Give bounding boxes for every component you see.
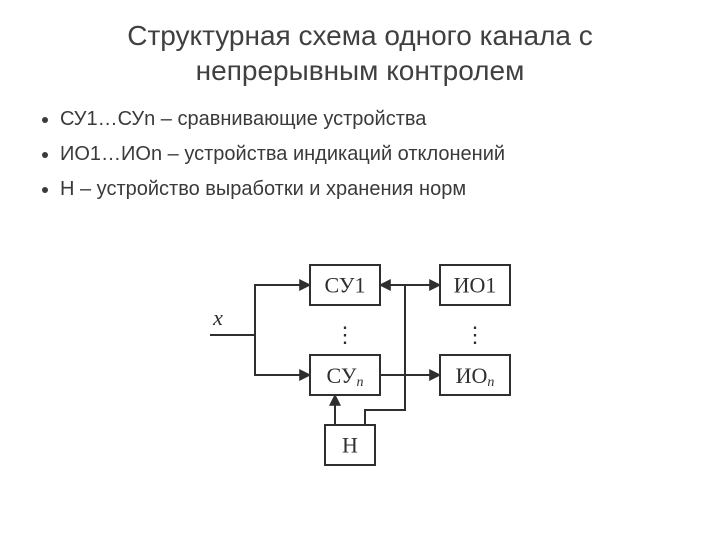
node-su1: СУ1 [310,265,380,305]
bullet-list: СУ1…СУn – сравнивающие устройства ИО1…ИО… [32,106,688,203]
node-sun: СУn [310,355,380,395]
list-item: Н – устройство выработки и хранения норм [60,176,688,203]
node-io1: ИО1 [440,265,510,305]
diagram-container: СУ1 СУn ИО1 ИОn Нx ⋮ ⋮ [0,245,720,490]
list-item: СУ1…СУn – сравнивающие устройства [60,106,688,133]
svg-text:Н: Н [342,433,358,458]
vdots-icon: ⋮ [334,322,356,347]
svg-text:СУ1: СУ1 [325,273,366,298]
list-item: ИО1…ИОn – устройства индикаций отклонени… [60,141,688,168]
svg-text:ИО1: ИО1 [454,273,497,298]
block-diagram: СУ1 СУn ИО1 ИОn Нx ⋮ ⋮ [190,245,530,485]
node-ion: ИОn [440,355,510,395]
vdots-icon: ⋮ [464,322,486,347]
input-label: x [212,305,223,330]
node-norm: Н [325,425,375,465]
page-title: Структурная схема одного канала с непрер… [32,18,688,88]
